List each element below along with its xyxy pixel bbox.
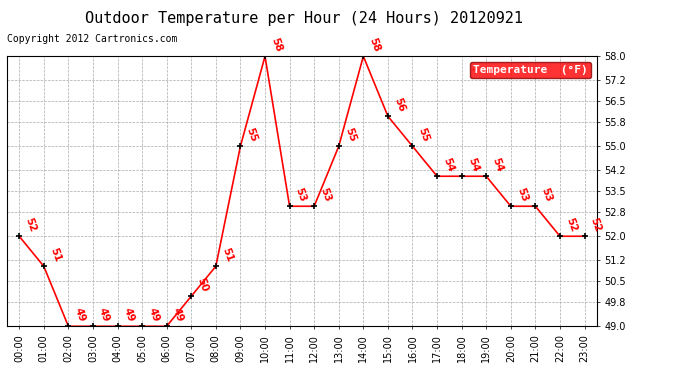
Text: 51: 51 — [48, 246, 62, 264]
Text: 49: 49 — [121, 306, 136, 324]
Text: 58: 58 — [269, 36, 284, 54]
Text: 55: 55 — [343, 126, 357, 144]
Text: 52: 52 — [589, 216, 603, 234]
Text: 49: 49 — [97, 306, 112, 324]
Text: 53: 53 — [318, 186, 333, 204]
Text: 54: 54 — [441, 156, 455, 174]
Text: 49: 49 — [146, 306, 161, 324]
Text: 52: 52 — [564, 216, 578, 234]
Text: 56: 56 — [392, 96, 406, 114]
Text: 53: 53 — [515, 186, 529, 204]
Text: 52: 52 — [23, 216, 38, 234]
Text: 53: 53 — [540, 186, 554, 204]
Text: Outdoor Temperature per Hour (24 Hours) 20120921: Outdoor Temperature per Hour (24 Hours) … — [85, 11, 522, 26]
Legend: Temperature  (°F): Temperature (°F) — [470, 62, 591, 78]
Text: 49: 49 — [72, 306, 87, 324]
Text: 50: 50 — [195, 276, 210, 294]
Text: 55: 55 — [417, 126, 431, 144]
Text: 54: 54 — [466, 156, 480, 174]
Text: Copyright 2012 Cartronics.com: Copyright 2012 Cartronics.com — [7, 34, 177, 44]
Text: 49: 49 — [171, 306, 185, 324]
Text: 55: 55 — [244, 126, 259, 144]
Text: 54: 54 — [491, 156, 505, 174]
Text: 51: 51 — [220, 246, 235, 264]
Text: 58: 58 — [368, 36, 382, 54]
Text: 53: 53 — [294, 186, 308, 204]
